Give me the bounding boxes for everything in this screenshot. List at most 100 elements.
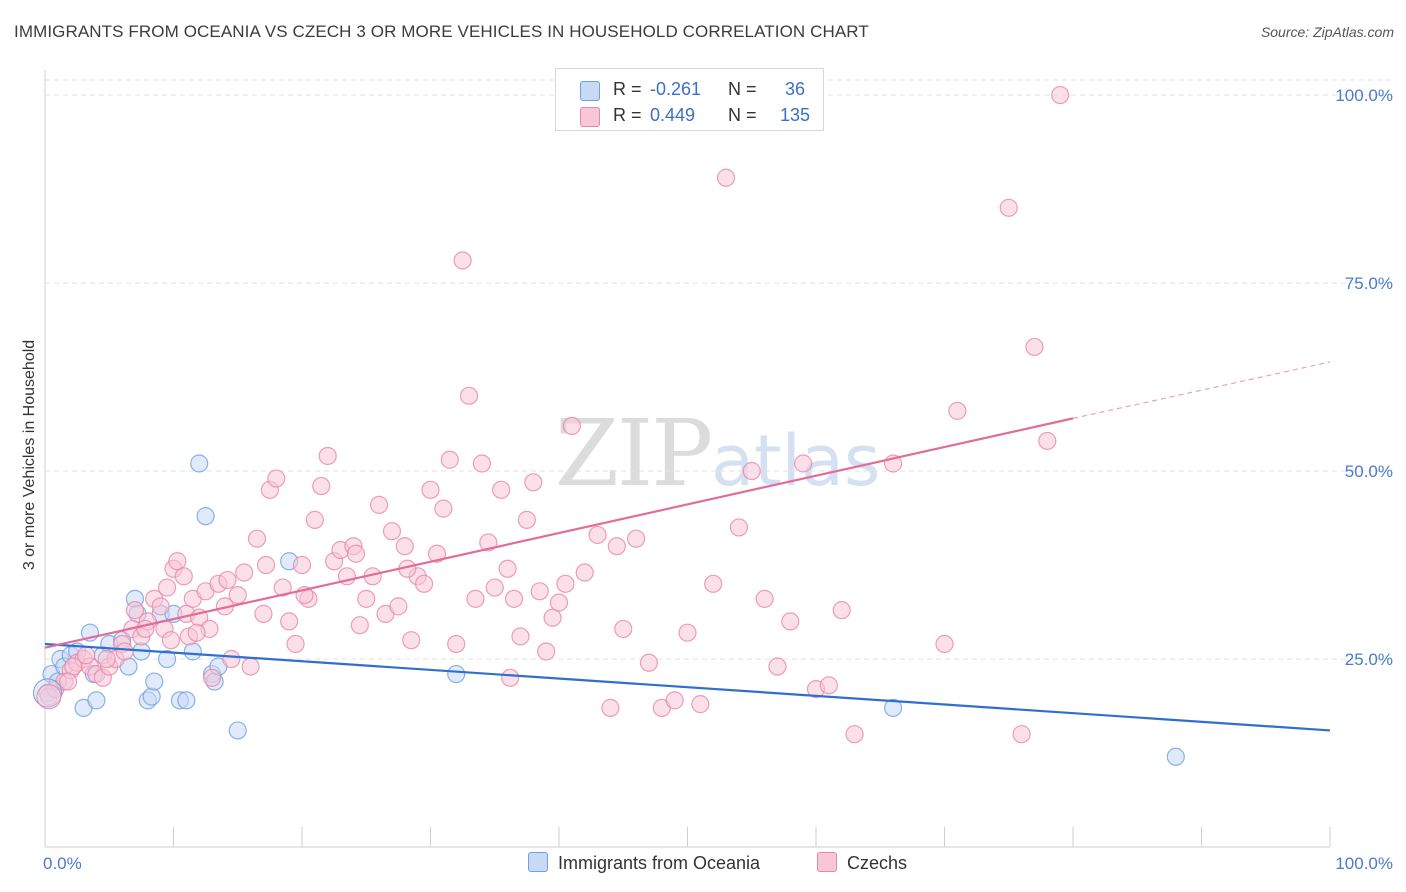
czech-point: [395, 537, 414, 556]
czech-point: [202, 668, 222, 687]
czech-point: [125, 601, 145, 620]
czech-point: [845, 725, 864, 744]
czech-point: [716, 168, 736, 187]
czech-point: [447, 634, 466, 654]
czech-point: [305, 510, 324, 529]
y-tick-label: 75.0%: [1345, 274, 1393, 293]
czech-trend-line: [44, 417, 1074, 649]
bottom-legend-label-czechs: Czechs: [847, 853, 908, 873]
legend-n-value-czechs: 135: [779, 105, 811, 125]
czech-point: [466, 589, 485, 608]
czech-point: [768, 657, 787, 676]
czech-point: [588, 525, 607, 545]
czech-point: [168, 552, 187, 571]
watermark: ZIPatlas: [555, 400, 880, 507]
czech-point: [254, 604, 273, 623]
czech-point: [639, 653, 659, 672]
czech-point: [453, 251, 472, 270]
legend-swatch-czechs: [580, 107, 600, 127]
czech-point: [174, 567, 193, 586]
czech-point: [187, 623, 206, 642]
czech-point: [427, 544, 447, 563]
czech-point: [292, 555, 312, 575]
oceania-point: [196, 507, 215, 526]
czech-point: [742, 461, 761, 481]
czech-point: [691, 695, 710, 714]
czech-point: [1038, 431, 1057, 451]
czech-point: [543, 608, 562, 627]
czech-point: [1012, 725, 1031, 744]
czech-point: [421, 480, 440, 499]
bottom-legend-label-oceania: Immigrants from Oceania: [558, 853, 761, 873]
czech-point: [704, 574, 723, 593]
x-tick-label: 100.0%: [1335, 854, 1393, 873]
czech-point: [607, 537, 626, 556]
czech-point: [459, 386, 479, 405]
y-tick-label: 25.0%: [1345, 650, 1393, 669]
czech-point: [161, 631, 181, 650]
czech-point: [228, 585, 247, 605]
czech-point: [222, 649, 241, 669]
czech-point: [781, 612, 800, 631]
czech-point: [434, 499, 453, 518]
czech-point: [273, 578, 292, 597]
oceania-point: [142, 687, 161, 706]
czech-point: [524, 473, 543, 492]
czech-point: [492, 480, 511, 499]
czech-point: [530, 582, 549, 601]
czech-point: [280, 612, 299, 631]
czech-point: [350, 616, 369, 635]
czech-point: [357, 589, 376, 608]
czech-point: [537, 642, 556, 661]
czech-point: [77, 646, 96, 665]
czech-point: [614, 619, 633, 639]
oceania-point: [183, 642, 202, 661]
czech-point: [151, 597, 170, 616]
czech-point: [575, 563, 594, 582]
bottom-legend-swatch-oceania: [528, 852, 548, 872]
czech-point: [218, 570, 237, 590]
legend-n-label: N =: [728, 105, 757, 125]
czech-point: [370, 495, 389, 514]
czech-point: [247, 529, 267, 548]
czech-point: [440, 450, 459, 469]
czech-point: [504, 589, 524, 608]
bottom-legend-swatch-czechs: [817, 852, 837, 872]
y-tick-label: 50.0%: [1345, 462, 1393, 481]
czech-point: [729, 518, 749, 537]
legend-n-value-oceania: 36: [784, 79, 806, 99]
czech-point: [157, 578, 177, 597]
czech-point: [312, 476, 331, 496]
czech-point: [235, 563, 254, 582]
czech-point: [794, 454, 813, 473]
legend-r-value-oceania: -0.261: [650, 79, 702, 99]
oceania-point: [87, 691, 106, 710]
correlation-legend: R = -0.261 N = 36 R = 0.449 N = 135: [555, 68, 824, 131]
czech-point: [948, 401, 967, 420]
czech-point: [286, 634, 305, 654]
czech-point: [318, 446, 337, 466]
oceania-point: [1166, 747, 1185, 766]
czech-point: [517, 510, 536, 529]
czech-point: [549, 593, 569, 612]
legend-n-label: N =: [728, 79, 757, 99]
czech-point: [1051, 85, 1070, 105]
czech-point: [389, 597, 408, 616]
czech-point: [241, 657, 260, 676]
czech-point: [402, 631, 421, 650]
czech-point: [755, 589, 774, 608]
czech-point: [382, 522, 402, 541]
oceania-point: [145, 672, 164, 691]
czech-point: [935, 634, 954, 654]
czech-point: [999, 198, 1018, 217]
czech-point: [819, 676, 838, 695]
czech-point: [97, 649, 116, 669]
legend-r-label: R =: [613, 105, 642, 125]
czech-point: [267, 469, 286, 488]
czech-point: [346, 544, 366, 563]
legend-swatch-oceania: [580, 81, 600, 101]
czech-point: [601, 698, 620, 717]
chart-title: IMMIGRANTS FROM OCEANIA VS CZECH 3 OR MO…: [14, 22, 869, 41]
czech-point: [501, 668, 520, 687]
